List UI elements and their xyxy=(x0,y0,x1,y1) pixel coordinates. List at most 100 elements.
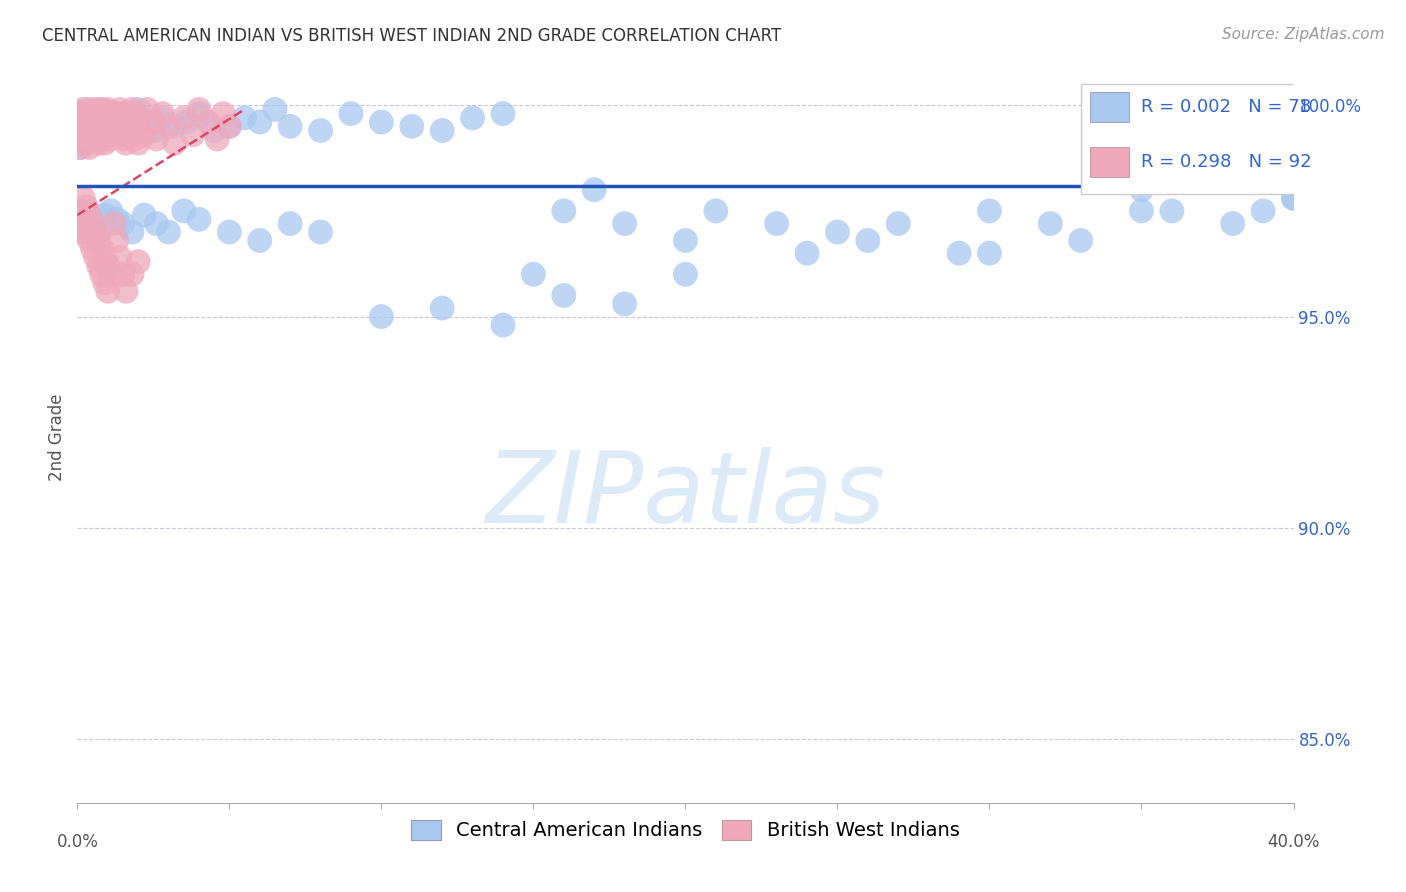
FancyBboxPatch shape xyxy=(1090,147,1129,177)
Point xyxy=(1282,191,1305,205)
Point xyxy=(553,203,575,218)
Text: 0.0%: 0.0% xyxy=(56,833,98,851)
Point xyxy=(370,310,392,324)
Point xyxy=(84,225,107,239)
Point xyxy=(82,123,104,137)
Point xyxy=(100,268,122,282)
Point xyxy=(93,120,115,134)
Point xyxy=(108,103,131,117)
Point xyxy=(105,111,128,125)
Point xyxy=(79,234,101,248)
Point xyxy=(90,120,112,134)
Point xyxy=(84,106,107,120)
Point xyxy=(105,212,128,227)
Point xyxy=(87,225,110,239)
Point xyxy=(108,123,131,137)
Point xyxy=(218,120,240,134)
Point xyxy=(127,254,149,268)
Point xyxy=(827,225,849,239)
Point xyxy=(90,103,112,117)
Point xyxy=(212,106,235,120)
Point xyxy=(121,115,143,129)
Point xyxy=(105,128,128,142)
Point xyxy=(93,106,115,120)
Point xyxy=(72,111,94,125)
Point xyxy=(84,251,107,265)
Point xyxy=(136,103,159,117)
Point xyxy=(93,208,115,222)
Point xyxy=(278,120,301,134)
Point xyxy=(1130,203,1153,218)
Point xyxy=(249,115,271,129)
Point xyxy=(69,140,91,154)
Point xyxy=(75,136,97,151)
Point xyxy=(87,136,110,151)
Point xyxy=(152,111,174,125)
Y-axis label: 2nd Grade: 2nd Grade xyxy=(48,393,66,481)
Point xyxy=(75,225,97,239)
Point xyxy=(69,106,91,120)
Point xyxy=(613,297,636,311)
Point xyxy=(103,115,125,129)
Point xyxy=(218,120,240,134)
Point xyxy=(142,115,165,129)
Point xyxy=(115,136,138,151)
Point xyxy=(108,251,131,265)
Point xyxy=(90,115,112,129)
Point xyxy=(613,217,636,231)
Point xyxy=(188,103,211,117)
Text: 40.0%: 40.0% xyxy=(1267,833,1320,851)
Point xyxy=(1282,191,1305,205)
Point xyxy=(75,103,97,117)
Point xyxy=(796,246,818,260)
Point xyxy=(93,276,115,290)
FancyBboxPatch shape xyxy=(1081,84,1406,194)
Point xyxy=(84,120,107,134)
Point xyxy=(492,318,515,332)
Point xyxy=(124,106,146,120)
Point xyxy=(264,103,287,117)
Point xyxy=(401,120,423,134)
Point xyxy=(111,132,134,146)
Point xyxy=(93,136,115,151)
Point xyxy=(370,115,392,129)
Point xyxy=(1070,234,1092,248)
Point xyxy=(82,128,104,142)
Point xyxy=(430,123,453,137)
Point xyxy=(118,128,141,142)
Point xyxy=(492,106,515,120)
Point xyxy=(118,111,141,125)
Point xyxy=(87,234,110,248)
Point xyxy=(103,217,125,231)
Point xyxy=(100,115,122,129)
Point xyxy=(157,120,180,134)
Point xyxy=(188,106,211,120)
Point xyxy=(979,246,1001,260)
Point xyxy=(1039,217,1062,231)
Point xyxy=(553,288,575,302)
Point xyxy=(69,203,91,218)
Point xyxy=(69,140,91,154)
Point xyxy=(105,234,128,248)
Text: R = 0.002   N = 78: R = 0.002 N = 78 xyxy=(1142,98,1312,116)
Point xyxy=(1222,217,1244,231)
Point xyxy=(197,115,219,129)
Point xyxy=(278,217,301,231)
Point xyxy=(218,225,240,239)
Text: ZIPatlas: ZIPatlas xyxy=(485,447,886,544)
Point xyxy=(84,111,107,125)
Point xyxy=(79,140,101,154)
Point xyxy=(90,132,112,146)
Point xyxy=(69,106,91,120)
Point xyxy=(100,203,122,218)
Point xyxy=(188,212,211,227)
Point xyxy=(79,208,101,222)
Point xyxy=(134,115,156,129)
Point xyxy=(704,203,727,218)
Point xyxy=(1251,203,1274,218)
Point xyxy=(69,120,91,134)
Point xyxy=(583,183,606,197)
Point xyxy=(173,111,195,125)
Point xyxy=(309,123,332,137)
Point xyxy=(72,128,94,142)
